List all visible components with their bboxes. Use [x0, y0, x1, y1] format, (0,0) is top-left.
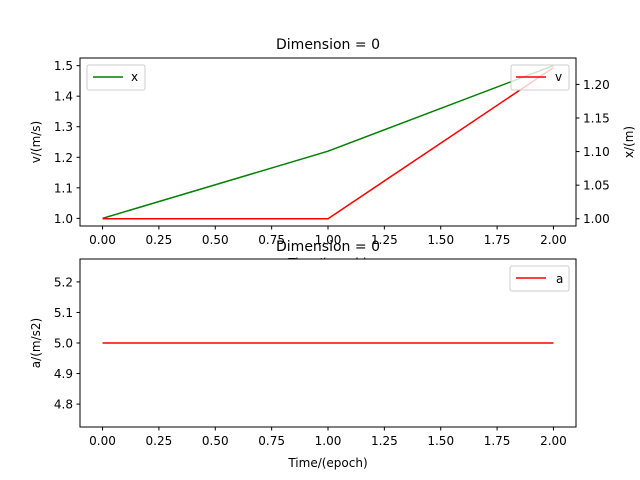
top-legend-right: v — [510, 64, 570, 91]
bottom-x-tick-label: 0.25 — [146, 434, 173, 448]
series-line-x — [102, 64, 554, 220]
top-x-tick-label: 0.00 — [89, 233, 116, 247]
top-x-axis: 0.00 0.25 0.50 0.75 1.00 1.25 1.50 1.75 2.00 — [89, 226, 567, 247]
top-x-tick-label: 1.75 — [484, 233, 511, 247]
bottom-legend: a — [509, 265, 570, 292]
top-chart-title: Dimension = 0 — [276, 37, 380, 53]
top-x-tick-label: 1.00 — [315, 233, 342, 247]
top-x-tick-label: 0.75 — [258, 233, 285, 247]
bottom-x-tick-label: 0.75 — [258, 434, 285, 448]
top-y-axis-left: 1.0 1.1 1.2 1.3 1.4 1.5 — [54, 59, 80, 226]
top-y-axis-label-right: x/(m) — [622, 126, 636, 158]
top-x-tick-label: 0.25 — [146, 233, 173, 247]
top-x-tick-label: 1.25 — [371, 233, 398, 247]
top-plot-area — [79, 57, 577, 227]
bottom-x-axis-label: Time/(epoch) — [287, 456, 367, 470]
top-y-right-tick-label: 1.20 — [583, 78, 610, 92]
bottom-chart-panel: Dimension = 0 0.00 0.25 0.50 0.75 1.00 1.25 1.… — [29, 239, 577, 470]
bottom-x-tick-label: 1.50 — [427, 434, 454, 448]
top-series-group — [102, 64, 554, 220]
bottom-y-tick-label: 5.2 — [54, 275, 73, 289]
top-y-left-tick-label: 1.3 — [54, 120, 73, 134]
bottom-chart-title: Dimension = 0 — [276, 239, 380, 255]
top-y-right-tick-label: 1.10 — [583, 145, 610, 159]
bottom-x-tick-label: 1.25 — [371, 434, 398, 448]
bottom-y-tick-label: 4.9 — [54, 367, 73, 381]
top-y-right-tick-label: 1.00 — [583, 212, 610, 226]
bottom-x-tick-label: 1.75 — [484, 434, 511, 448]
top-y-right-tick-label: 1.15 — [583, 111, 610, 125]
top-y-left-tick-label: 1.5 — [54, 59, 73, 73]
top-x-tick-label: 0.50 — [202, 233, 229, 247]
top-y-axis-right: 1.00 1.05 1.10 1.15 1.20 — [576, 78, 610, 226]
bottom-x-axis: 0.00 0.25 0.50 0.75 1.00 1.25 1.50 1.75 2.00 — [89, 427, 567, 448]
top-y-left-tick-label: 1.2 — [54, 151, 73, 165]
top-x-tick-label: 2.00 — [540, 233, 567, 247]
top-legend-v-label: v — [555, 70, 562, 84]
top-legend-left: x — [86, 64, 146, 91]
bottom-y-tick-label: 4.8 — [54, 398, 73, 412]
bottom-x-tick-label: 2.00 — [540, 434, 567, 448]
bottom-x-tick-label: 1.00 — [315, 434, 342, 448]
bottom-legend-a-label: a — [556, 272, 563, 286]
bottom-x-tick-label: 0.00 — [89, 434, 116, 448]
top-y-right-tick-label: 1.05 — [583, 179, 610, 193]
top-y-left-tick-label: 1.1 — [54, 181, 73, 195]
bottom-y-axis-label: a/(m/s2) — [29, 318, 43, 368]
bottom-y-tick-label: 5.0 — [54, 337, 73, 351]
top-chart-panel: Dimension = 0 0.00 0.25 0.50 0.75 1.00 1.25 1.… — [29, 37, 636, 270]
top-y-axis-label-left: v/(m/s) — [29, 121, 43, 164]
top-legend-x-label: x — [131, 70, 138, 84]
top-y-left-tick-label: 1.0 — [54, 212, 73, 226]
bottom-y-axis: 4.8 4.9 5.0 5.1 5.2 — [54, 275, 80, 412]
top-x-tick-label: 1.50 — [427, 233, 454, 247]
top-y-left-tick-label: 1.4 — [54, 90, 73, 104]
bottom-x-tick-label: 0.50 — [202, 434, 229, 448]
series-line-v — [102, 66, 554, 220]
bottom-y-tick-label: 5.1 — [54, 306, 73, 320]
